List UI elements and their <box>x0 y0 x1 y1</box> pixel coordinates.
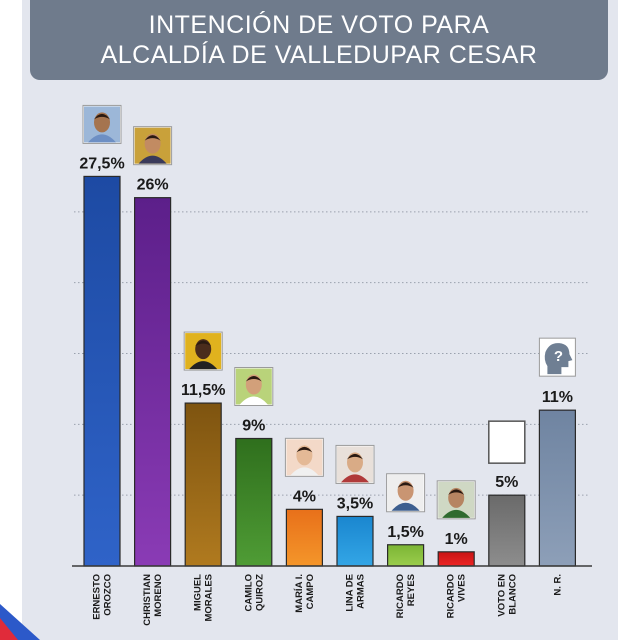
bar-6 <box>387 544 425 567</box>
category-label: VOTO ENBLANCO <box>496 574 518 617</box>
bar-7 <box>437 551 475 567</box>
bar-5 <box>336 515 374 567</box>
category-label-line: BLANCO <box>507 574 518 615</box>
data-label: 1,5% <box>387 524 423 541</box>
svg-text:?: ? <box>554 348 563 365</box>
bar-8 <box>488 494 526 567</box>
category-label-line: VOTO EN <box>496 574 507 617</box>
category-label-line: CAMILO <box>243 574 254 611</box>
chart-title-line-2: ALCALDÍA DE VALLEDUPAR CESAR <box>100 41 538 69</box>
category-label: ERNESTOOROZCO <box>92 574 114 620</box>
category-label: CHRISTIANMORENO <box>142 574 164 626</box>
data-label: 4% <box>293 488 316 505</box>
data-label: 11% <box>542 389 573 406</box>
category-label-line: CHRISTIAN <box>142 574 153 626</box>
blank-vote-box-icon <box>488 420 526 464</box>
category-label: MIGUELMORALES <box>193 574 215 622</box>
data-label: 26% <box>137 177 169 194</box>
category-label-line: RICARDO <box>395 574 406 618</box>
category-label: MARÍA I.CAMPO <box>294 574 316 613</box>
category-label: RICARDOVIVES <box>446 574 468 618</box>
category-label-line: VIVES <box>457 574 468 602</box>
title-banner: INTENCIÓN DE VOTO PARA ALCALDÍA DE VALLE… <box>30 0 608 80</box>
candidate-photo-icon <box>82 104 122 144</box>
data-label: 27,5% <box>79 155 124 172</box>
category-label-line: RICARDO <box>446 574 457 618</box>
candidate-photo-icon <box>183 331 223 371</box>
category-label-line: MORALES <box>204 574 215 622</box>
corner-decoration-red <box>0 618 18 640</box>
data-label: 11,5% <box>181 382 225 399</box>
category-label-line: MARÍA I. <box>294 574 305 613</box>
category-label-line: N. R. <box>552 574 563 596</box>
category-label-line: REYES <box>406 574 417 606</box>
candidate-photo-icon <box>386 473 426 513</box>
category-label: LINA DEARMAS <box>345 574 367 612</box>
category-label: CAMILOQUIROZ <box>243 574 265 612</box>
bar-4 <box>285 508 323 567</box>
category-label-line: CAMPO <box>305 574 316 609</box>
category-label: N. R. <box>552 574 563 596</box>
candidate-photo-icon <box>335 444 375 484</box>
category-label-line: LINA DE <box>345 574 356 612</box>
category-label: RICARDOREYES <box>395 574 417 618</box>
bars: 27,5% ERNESTOOROZCO 26% CHRISTIANMORENO 11,5… <box>79 104 577 626</box>
category-label-line: OROZCO <box>103 574 114 616</box>
unknown-person-icon: ? <box>538 337 576 377</box>
bar-1 <box>134 197 172 567</box>
category-label-line: MIGUEL <box>193 574 204 611</box>
candidate-photo-icon <box>133 126 173 166</box>
data-label: 1% <box>445 531 468 548</box>
candidate-photo-icon <box>436 480 476 520</box>
category-label-line: MORENO <box>153 574 164 617</box>
data-label: 3,5% <box>337 495 373 512</box>
bar-3 <box>235 437 273 567</box>
chart-title-line-1: INTENCIÓN DE VOTO PARA <box>148 11 490 39</box>
candidate-photo-icon <box>284 437 324 477</box>
bar-9 <box>538 409 577 567</box>
candidate-photo-icon <box>234 367 274 406</box>
category-label-line: ERNESTO <box>92 574 103 620</box>
category-label-line: QUIROZ <box>254 574 265 611</box>
data-label: 9% <box>242 418 265 435</box>
data-label: 5% <box>495 474 518 491</box>
bar-0 <box>83 175 121 567</box>
category-label-line: ARMAS <box>356 574 367 609</box>
bar-2 <box>184 402 222 567</box>
